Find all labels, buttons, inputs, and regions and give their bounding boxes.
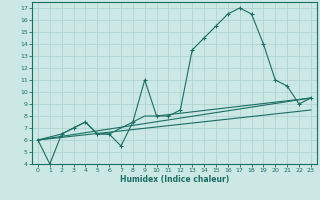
X-axis label: Humidex (Indice chaleur): Humidex (Indice chaleur) xyxy=(120,175,229,184)
